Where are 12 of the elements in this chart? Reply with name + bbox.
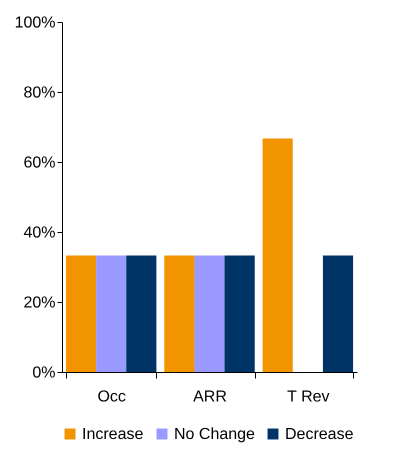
x-tick-label: ARR	[193, 388, 227, 406]
y-tick-label: 80%	[23, 84, 56, 102]
y-tick-label: 40%	[23, 224, 56, 242]
x-tick-label: Occ	[97, 388, 126, 406]
legend-label: Decrease	[285, 426, 354, 443]
y-tick-label: 100%	[14, 14, 56, 32]
y-tick-label: 60%	[23, 154, 56, 172]
y-tick-label: 20%	[23, 294, 56, 312]
legend-label: No Change	[174, 426, 256, 443]
y-tick-label: 0%	[32, 364, 56, 382]
legend-label: Increase	[82, 426, 144, 443]
x-tick-label: T Rev	[287, 388, 330, 406]
